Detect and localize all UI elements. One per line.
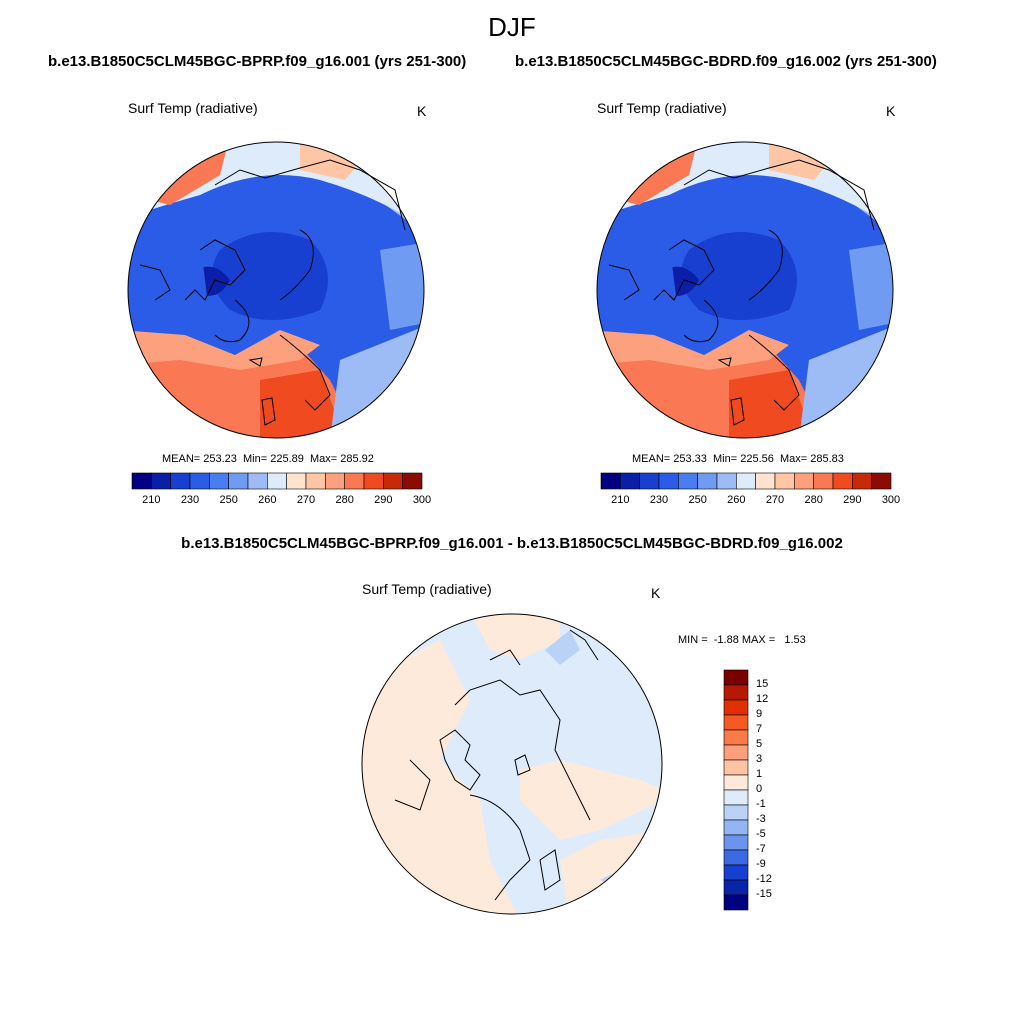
diff-colorbar-swatch (723, 684, 749, 701)
diff-colorbar-swatch (723, 759, 749, 776)
diff-colorbar-tick: -7 (756, 843, 766, 855)
diff-variable-label: Surf Temp (radiative) (362, 581, 492, 597)
diff-colorbar-swatch (723, 849, 749, 866)
diff-stats: MIN = -1.88 MAX = 1.53 (678, 634, 806, 646)
diff-colorbar-tick: 0 (756, 783, 763, 795)
diff-colorbar-tick: -1 (756, 798, 766, 810)
diff-colorbar-swatch (723, 789, 749, 806)
diff-colorbar-tick: -15 (756, 888, 772, 900)
left-colorbar-swatch (402, 472, 423, 490)
right-colorbar-tick: 260 (727, 494, 746, 506)
diff-colorbar (723, 669, 749, 911)
diff-colorbar-swatch (723, 699, 749, 716)
left-variable-label: Surf Temp (radiative) (128, 100, 258, 116)
left-colorbar-tick: 290 (374, 494, 393, 506)
diff-colorbar-swatch (723, 834, 749, 851)
diff-colorbar-tick: 12 (756, 693, 769, 705)
right-run-title: b.e13.B1850C5CLM45BGC-BDRD.f09_g16.002 (… (515, 53, 937, 70)
diff-colorbar-swatch (723, 744, 749, 761)
diff-units-label: K (651, 585, 661, 601)
left-colorbar-tick: 300 (412, 494, 432, 506)
right-colorbar-tick: 280 (804, 494, 823, 506)
diff-colorbar-tick: 5 (756, 738, 763, 750)
diff-colorbar-swatch (723, 714, 749, 731)
diff-colorbar-tick: 3 (756, 753, 763, 765)
diff-colorbar-tick: -3 (756, 813, 766, 825)
right-colorbar-swatch (871, 472, 892, 490)
right-variable-label: Surf Temp (radiative) (597, 100, 727, 116)
left-colorbar-tick: 250 (219, 494, 238, 506)
diff-colorbar-tick: -5 (756, 828, 766, 840)
right-units-label: K (886, 103, 896, 119)
left-colorbar-tick: 210 (142, 494, 161, 506)
diff-colorbar-tick: -12 (756, 873, 772, 885)
right-colorbar-tick: 250 (688, 494, 707, 506)
diff-colorbar-swatch (723, 894, 749, 911)
left-colorbar-labels: 210 230 250 260 270 280 290 300 (132, 494, 432, 510)
diff-colorbar-tick: 1 (756, 768, 763, 780)
right-colorbar-tick: 290 (843, 494, 862, 506)
diff-colorbar-swatch (723, 729, 749, 746)
diff-colorbar-tick: -9 (756, 858, 766, 870)
left-run-title: b.e13.B1850C5CLM45BGC-BPRP.f09_g16.001 (… (48, 53, 467, 70)
left-colorbar-tick: 230 (180, 494, 200, 506)
difference-title: b.e13.B1850C5CLM45BGC-BPRP.f09_g16.001 -… (181, 535, 843, 552)
diff-colorbar-swatch (723, 879, 749, 896)
diff-colorbar-tick: 7 (756, 723, 763, 735)
diff-colorbar-tick: 9 (756, 708, 763, 720)
right-colorbar-tick: 270 (765, 494, 785, 506)
left-colorbar-tick: 270 (296, 494, 316, 506)
diff-colorbar-swatch (723, 804, 749, 821)
right-colorbar-tick: 230 (649, 494, 669, 506)
right-colorbar-tick: 300 (881, 494, 901, 506)
right-colorbar (600, 472, 892, 490)
diff-colorbar-swatch (723, 864, 749, 881)
diff-colorbar-labels: 15 12 9 7 5 3 1 0 -1 -3 -5 -7 -9 -12 -15 (756, 670, 796, 910)
right-colorbar-labels: 210 230 250 260 270 280 290 300 (601, 494, 901, 510)
left-colorbar-tick: 260 (258, 494, 277, 506)
right-stats: MEAN= 253.33 Min= 225.56 Max= 285.83 (632, 453, 844, 465)
diff-colorbar-swatch (723, 819, 749, 836)
diff-colorbar-tick: 15 (756, 678, 769, 690)
diff-colorbar-swatch (723, 669, 749, 686)
diff-colorbar-swatch (723, 774, 749, 791)
left-colorbar-tick: 280 (335, 494, 354, 506)
right-colorbar-tick: 210 (611, 494, 630, 506)
left-units-label: K (417, 103, 427, 119)
left-stats: MEAN= 253.23 Min= 225.89 Max= 285.92 (162, 453, 374, 465)
left-colorbar (131, 472, 423, 490)
figure-title: DJF (488, 12, 536, 42)
